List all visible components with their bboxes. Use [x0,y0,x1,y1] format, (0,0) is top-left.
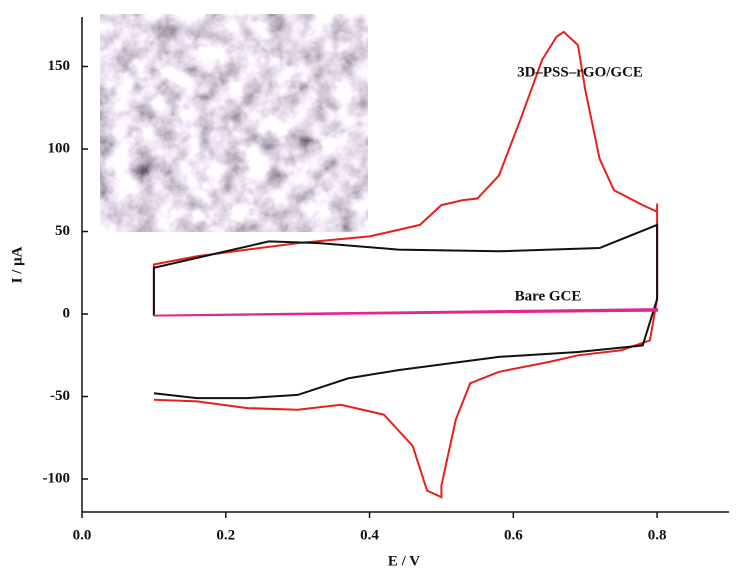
x-tick-label: 0.0 [73,527,92,543]
cv-curve [152,30,659,499]
x-axis-label: E / V [388,553,420,569]
y-tick-label: 0 [63,305,71,321]
x-tick-label: 0.6 [504,527,523,543]
y-tick-label: -100 [43,470,71,486]
cv-curve [153,308,659,317]
x-tick-label: 0.8 [648,527,667,543]
sem-inset [100,14,368,232]
y-tick-label: 50 [55,223,70,239]
x-tick-label: 0.4 [360,527,379,543]
y-axis-label: I / μA [9,246,25,283]
y-tick-label: 100 [48,140,71,156]
cv-curve [152,223,659,400]
curve-label: 3D–PSS–rGO/GCE [517,64,643,80]
y-tick-label: 150 [48,58,71,74]
x-tick-label: 0.2 [216,527,235,543]
curve-label: Bare GCE [515,288,582,304]
y-tick-label: -50 [50,388,70,404]
